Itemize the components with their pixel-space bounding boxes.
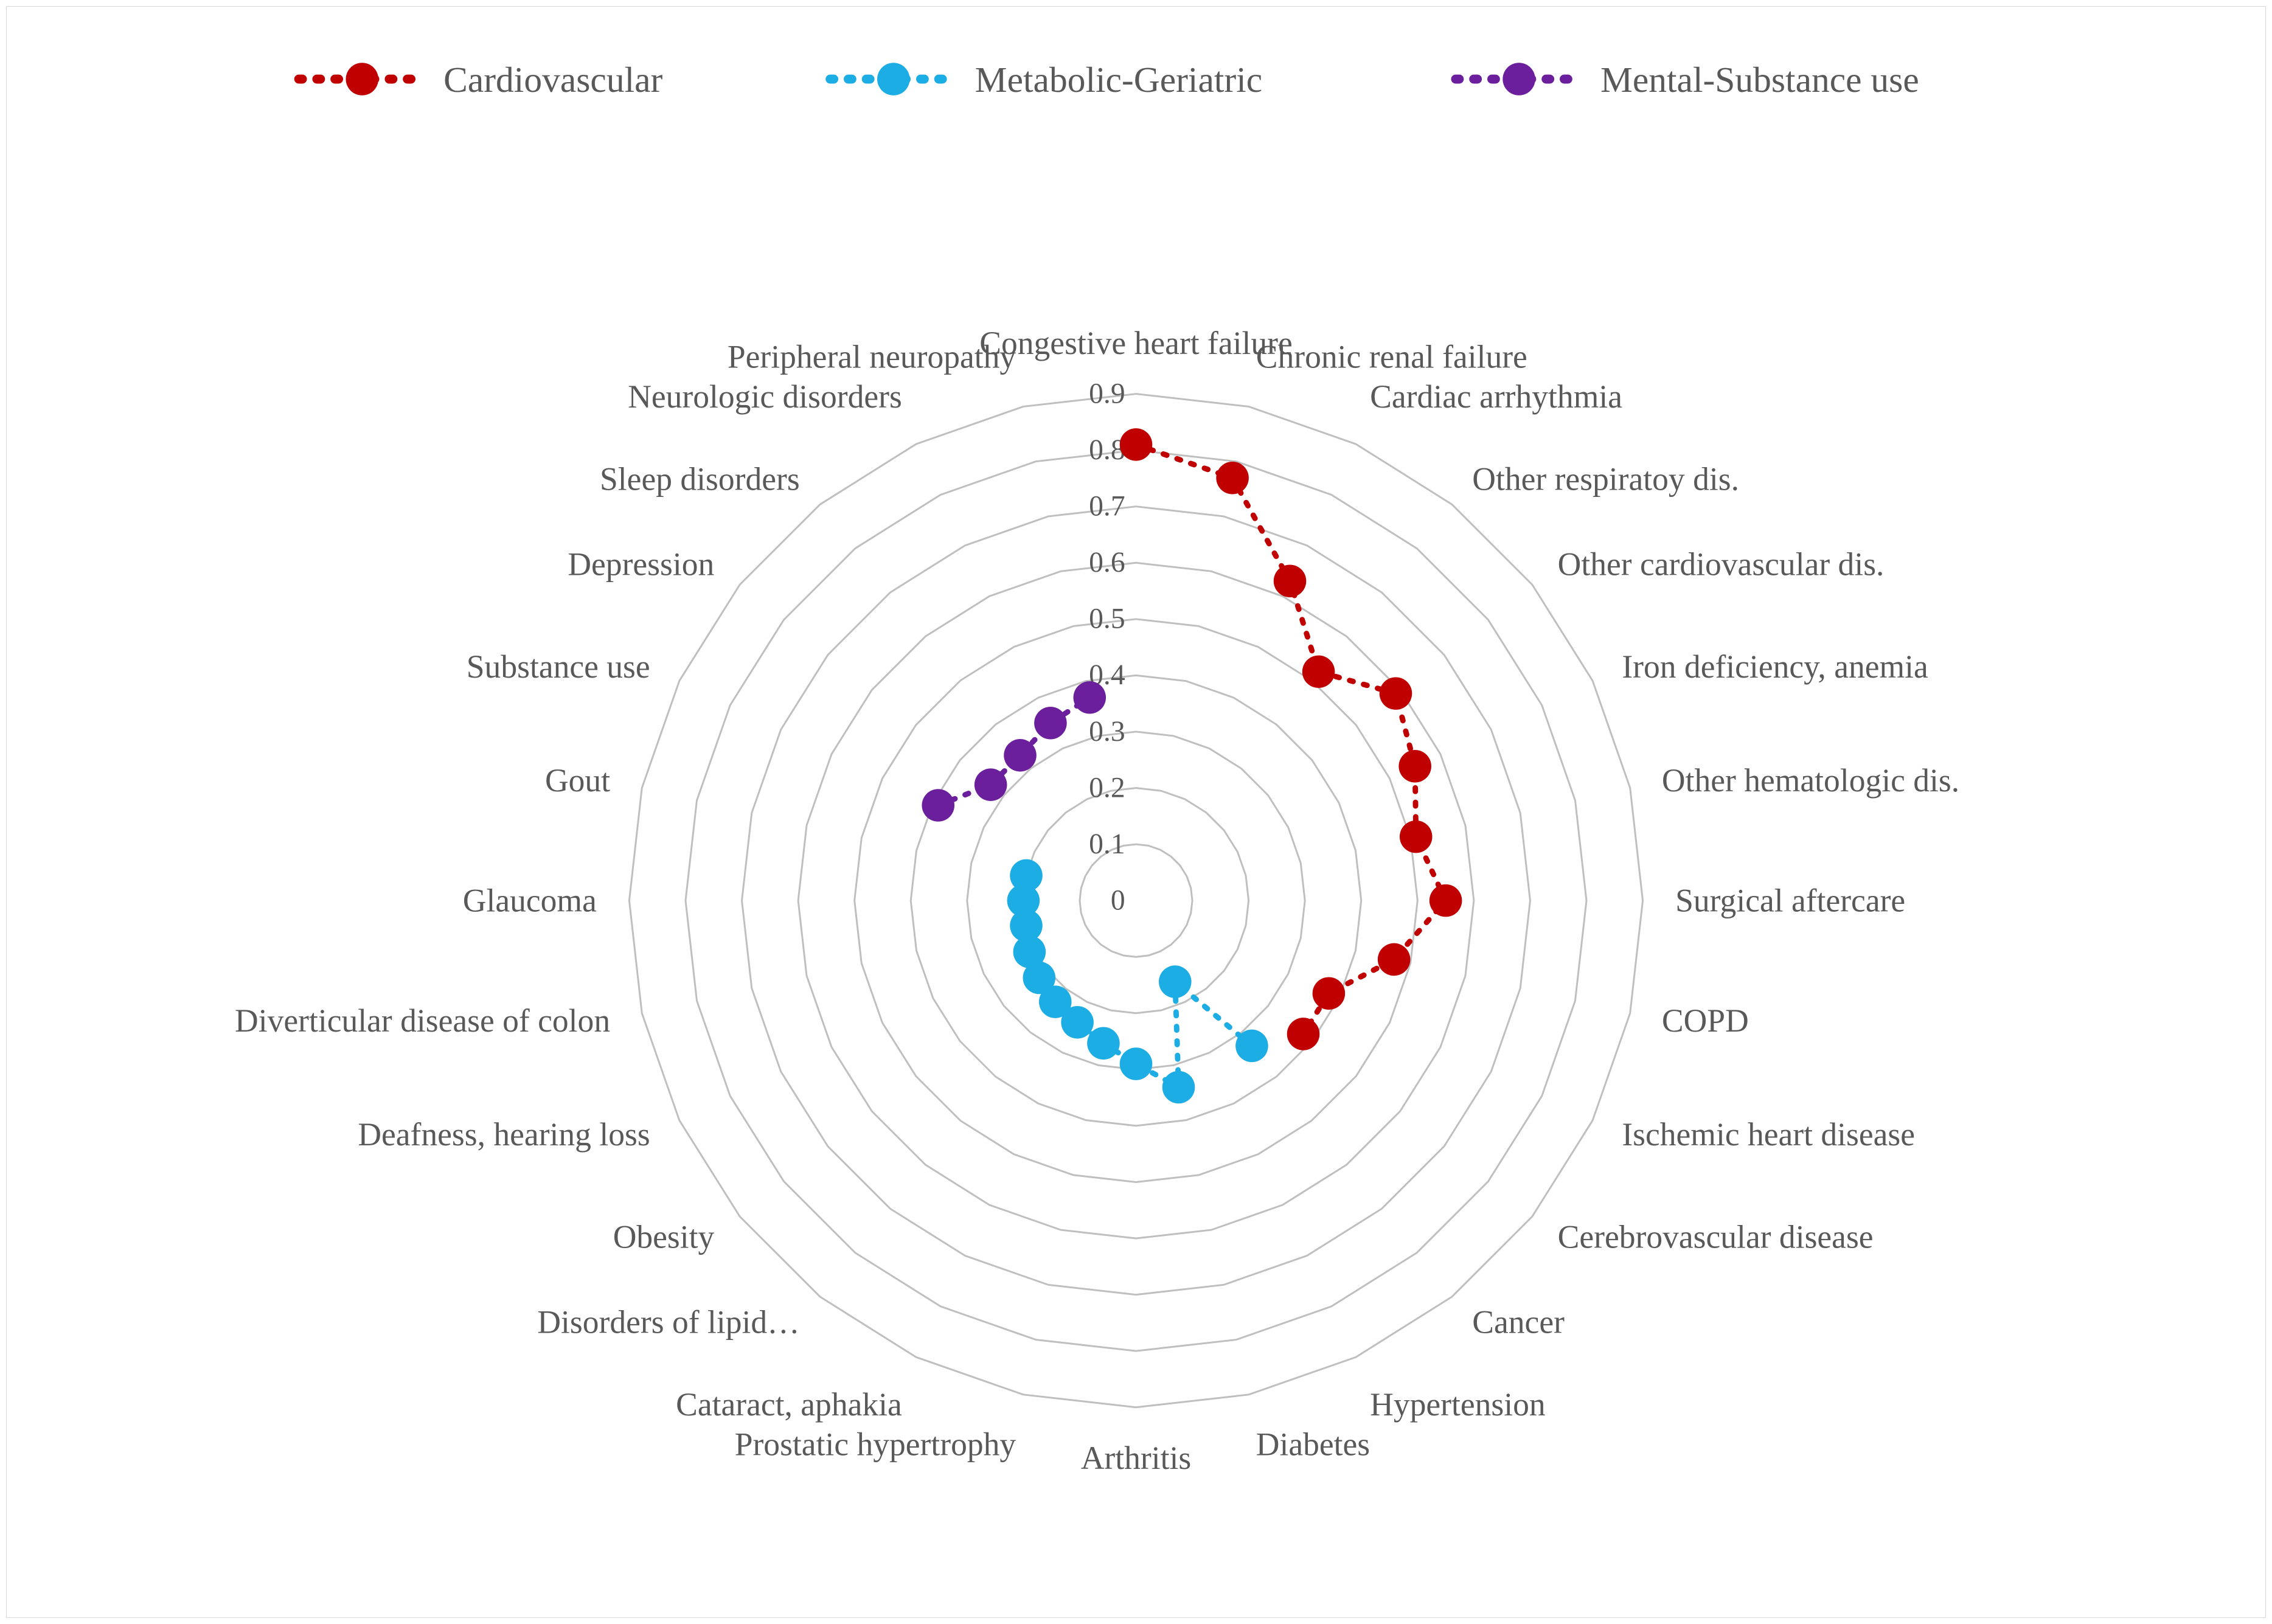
category-label: Disorders of lipid… (537, 1304, 799, 1341)
category-label: Diverticular disease of colon (235, 1002, 610, 1039)
grid-ring (1023, 788, 1248, 1013)
legend-label: Mental-Substance use (1600, 60, 1919, 100)
series-marker (974, 768, 1007, 801)
series-marker (1074, 681, 1106, 714)
category-label: Other respiratoy dis. (1472, 460, 1739, 497)
category-label: COPD (1662, 1002, 1749, 1039)
series-marker (1120, 428, 1153, 461)
radial-tick-label: 0 (1111, 885, 1125, 917)
series-marker (1378, 943, 1411, 976)
category-label: Ischemic heart disease (1622, 1116, 1915, 1153)
category-label: Prostatic hypertrophy (735, 1426, 1016, 1463)
category-label: Neurologic disorders (628, 378, 902, 415)
series-marker (1313, 977, 1346, 1010)
category-label: Diabetes (1256, 1426, 1370, 1463)
series-marker (1120, 1047, 1153, 1080)
radar-chart: 00.10.20.30.40.50.60.70.80.9Congestive h… (7, 7, 2265, 1617)
series-marker (1004, 739, 1037, 772)
series-marker (1235, 1030, 1268, 1063)
radial-tick-label: 0.5 (1089, 603, 1125, 635)
category-label: Cerebrovascular disease (1558, 1218, 1874, 1255)
legend-label: Cardiovascular (443, 60, 662, 100)
radial-tick-label: 0.2 (1089, 772, 1125, 803)
radial-tick-label: 0.7 (1089, 491, 1125, 522)
series-marker (1216, 462, 1249, 494)
category-label: Chronic renal failure (1256, 338, 1527, 375)
legend-label: Metabolic-Geriatric (975, 60, 1262, 100)
series-marker (1398, 750, 1431, 783)
legend-marker (877, 63, 910, 95)
series-marker (1087, 1027, 1120, 1060)
category-label: Other hematologic dis. (1662, 762, 1959, 799)
category-label: Cancer (1472, 1304, 1565, 1341)
radial-tick-label: 0.1 (1089, 828, 1125, 860)
series-marker (1162, 1071, 1195, 1104)
category-label: Depression (568, 546, 714, 583)
grid-ring (855, 619, 1418, 1182)
grid-ring (629, 394, 1642, 1407)
category-label: Hypertension (1370, 1386, 1546, 1423)
category-label: Cataract, aphakia (676, 1386, 902, 1423)
series-marker (1287, 1018, 1320, 1050)
category-label: Iron deficiency, anemia (1622, 648, 1928, 685)
grid-ring (1080, 844, 1192, 957)
category-label: Surgical aftercare (1675, 882, 1905, 918)
legend-marker (1503, 63, 1535, 95)
legend-marker (346, 63, 378, 95)
grid-ring (742, 507, 1530, 1295)
grid-ring (798, 563, 1474, 1238)
chart-frame: 00.10.20.30.40.50.60.70.80.9Congestive h… (6, 6, 2266, 1618)
radial-tick-label: 0.6 (1089, 547, 1125, 578)
series-marker (1159, 965, 1192, 998)
category-label: Sleep disorders (600, 460, 800, 497)
category-label: Cardiac arrhythmia (1370, 378, 1622, 415)
series-marker (1302, 656, 1335, 689)
radial-tick-label: 0.9 (1089, 378, 1125, 409)
category-label: Glaucoma (463, 882, 597, 918)
category-label: Substance use (467, 648, 650, 685)
category-label: Arthritis (1081, 1440, 1191, 1476)
series-marker (1430, 884, 1462, 917)
radial-tick-label: 0.3 (1089, 716, 1125, 748)
category-label: Deafness, hearing loss (358, 1116, 650, 1153)
category-label: Obesity (613, 1218, 715, 1255)
radial-tick-label: 0.8 (1089, 434, 1125, 466)
category-label: Congestive heart failure (979, 325, 1292, 361)
series-marker (1010, 859, 1043, 892)
series-marker (1400, 821, 1433, 853)
legend: Cardiovascular Metabolic-Geriatric Mental-… (299, 60, 1919, 100)
series-marker (1034, 707, 1067, 740)
chart-container: 00.10.20.30.40.50.60.70.80.9Congestive h… (0, 0, 2272, 1624)
series-marker (922, 789, 954, 822)
category-label: Other cardiovascular dis. (1558, 546, 1885, 583)
category-label: Gout (545, 762, 610, 799)
series-marker (1274, 564, 1307, 597)
series-marker (1380, 677, 1412, 710)
category-label: Peripheral neuropathy (728, 338, 1016, 375)
